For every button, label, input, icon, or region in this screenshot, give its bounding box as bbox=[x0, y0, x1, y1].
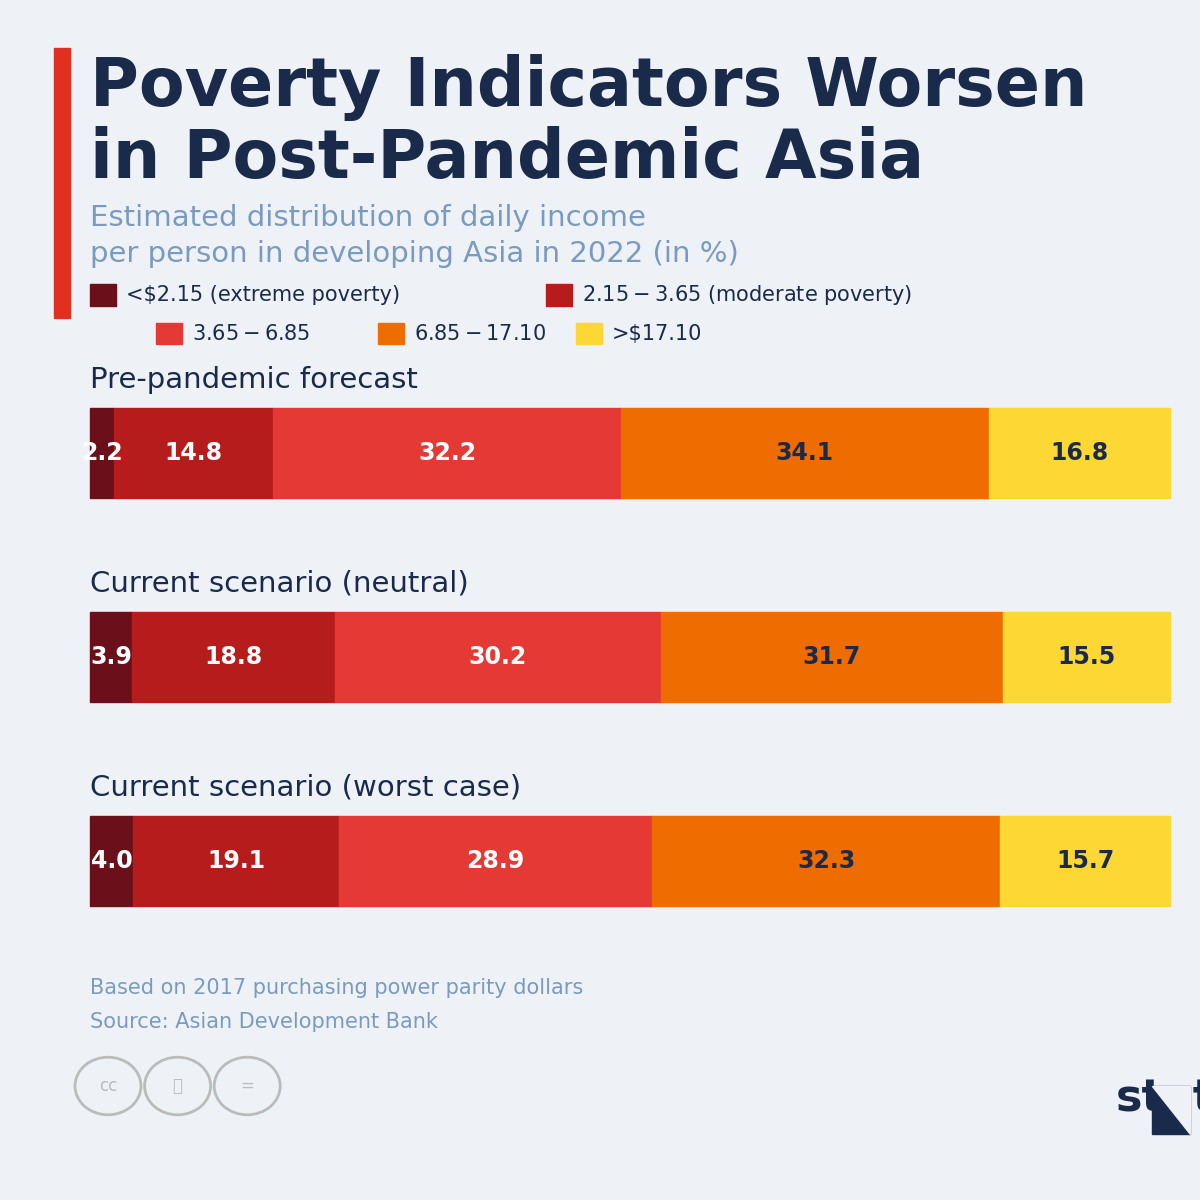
Text: <$2.15 (extreme poverty): <$2.15 (extreme poverty) bbox=[126, 286, 400, 305]
Text: 28.9: 28.9 bbox=[467, 850, 524, 874]
Bar bbox=[661, 612, 1003, 702]
Text: Current scenario (worst case): Current scenario (worst case) bbox=[90, 774, 521, 802]
Text: statista: statista bbox=[1116, 1076, 1200, 1120]
Bar bbox=[1152, 1086, 1190, 1134]
Text: 4.0: 4.0 bbox=[91, 850, 132, 874]
Text: $2.15-$3.65 (moderate poverty): $2.15-$3.65 (moderate poverty) bbox=[582, 283, 912, 307]
Bar bbox=[274, 408, 620, 498]
Text: $3.65-$6.85: $3.65-$6.85 bbox=[192, 324, 310, 343]
Text: 15.7: 15.7 bbox=[1056, 850, 1115, 874]
Bar bbox=[132, 612, 335, 702]
Text: 32.2: 32.2 bbox=[418, 440, 476, 464]
Text: 15.5: 15.5 bbox=[1057, 646, 1116, 670]
Bar bbox=[1001, 816, 1170, 906]
Bar bbox=[90, 408, 114, 498]
Text: in Post-Pandemic Asia: in Post-Pandemic Asia bbox=[90, 126, 924, 192]
Text: >$17.10: >$17.10 bbox=[612, 324, 702, 343]
Text: 30.2: 30.2 bbox=[469, 646, 527, 670]
Text: 19.1: 19.1 bbox=[208, 850, 265, 874]
Text: 2.2: 2.2 bbox=[82, 440, 122, 464]
Text: =: = bbox=[240, 1078, 254, 1094]
Bar bbox=[133, 816, 340, 906]
Text: cc: cc bbox=[98, 1078, 118, 1094]
Bar bbox=[90, 612, 132, 702]
Bar bbox=[335, 612, 661, 702]
Text: Poverty Indicators Worsen: Poverty Indicators Worsen bbox=[90, 54, 1087, 121]
Bar bbox=[1003, 612, 1170, 702]
Text: 34.1: 34.1 bbox=[775, 440, 834, 464]
Bar bbox=[620, 408, 989, 498]
Bar bbox=[54, 48, 70, 318]
Bar bbox=[90, 284, 116, 306]
Text: $6.85-$17.10: $6.85-$17.10 bbox=[414, 324, 546, 343]
Text: 31.7: 31.7 bbox=[803, 646, 860, 670]
Text: 3.9: 3.9 bbox=[90, 646, 132, 670]
Text: 32.3: 32.3 bbox=[797, 850, 856, 874]
Text: Source: Asian Development Bank: Source: Asian Development Bank bbox=[90, 1012, 438, 1032]
Bar bbox=[546, 284, 572, 306]
Bar bbox=[90, 816, 133, 906]
Text: Current scenario (neutral): Current scenario (neutral) bbox=[90, 570, 469, 598]
Text: 16.8: 16.8 bbox=[1050, 440, 1109, 464]
Text: Pre-pandemic forecast: Pre-pandemic forecast bbox=[90, 366, 418, 394]
Text: Based on 2017 purchasing power parity dollars: Based on 2017 purchasing power parity do… bbox=[90, 978, 583, 998]
Bar bbox=[340, 816, 652, 906]
Text: per person in developing Asia in 2022 (in %): per person in developing Asia in 2022 (i… bbox=[90, 240, 739, 268]
Polygon shape bbox=[1152, 1086, 1190, 1134]
Text: Estimated distribution of daily income: Estimated distribution of daily income bbox=[90, 204, 646, 232]
Bar bbox=[156, 323, 182, 344]
Text: 18.8: 18.8 bbox=[204, 646, 263, 670]
Bar bbox=[576, 323, 602, 344]
Bar bbox=[652, 816, 1001, 906]
Text: ⓘ: ⓘ bbox=[173, 1078, 182, 1094]
Bar bbox=[378, 323, 404, 344]
Bar bbox=[114, 408, 274, 498]
Text: 14.8: 14.8 bbox=[164, 440, 223, 464]
Bar bbox=[989, 408, 1170, 498]
